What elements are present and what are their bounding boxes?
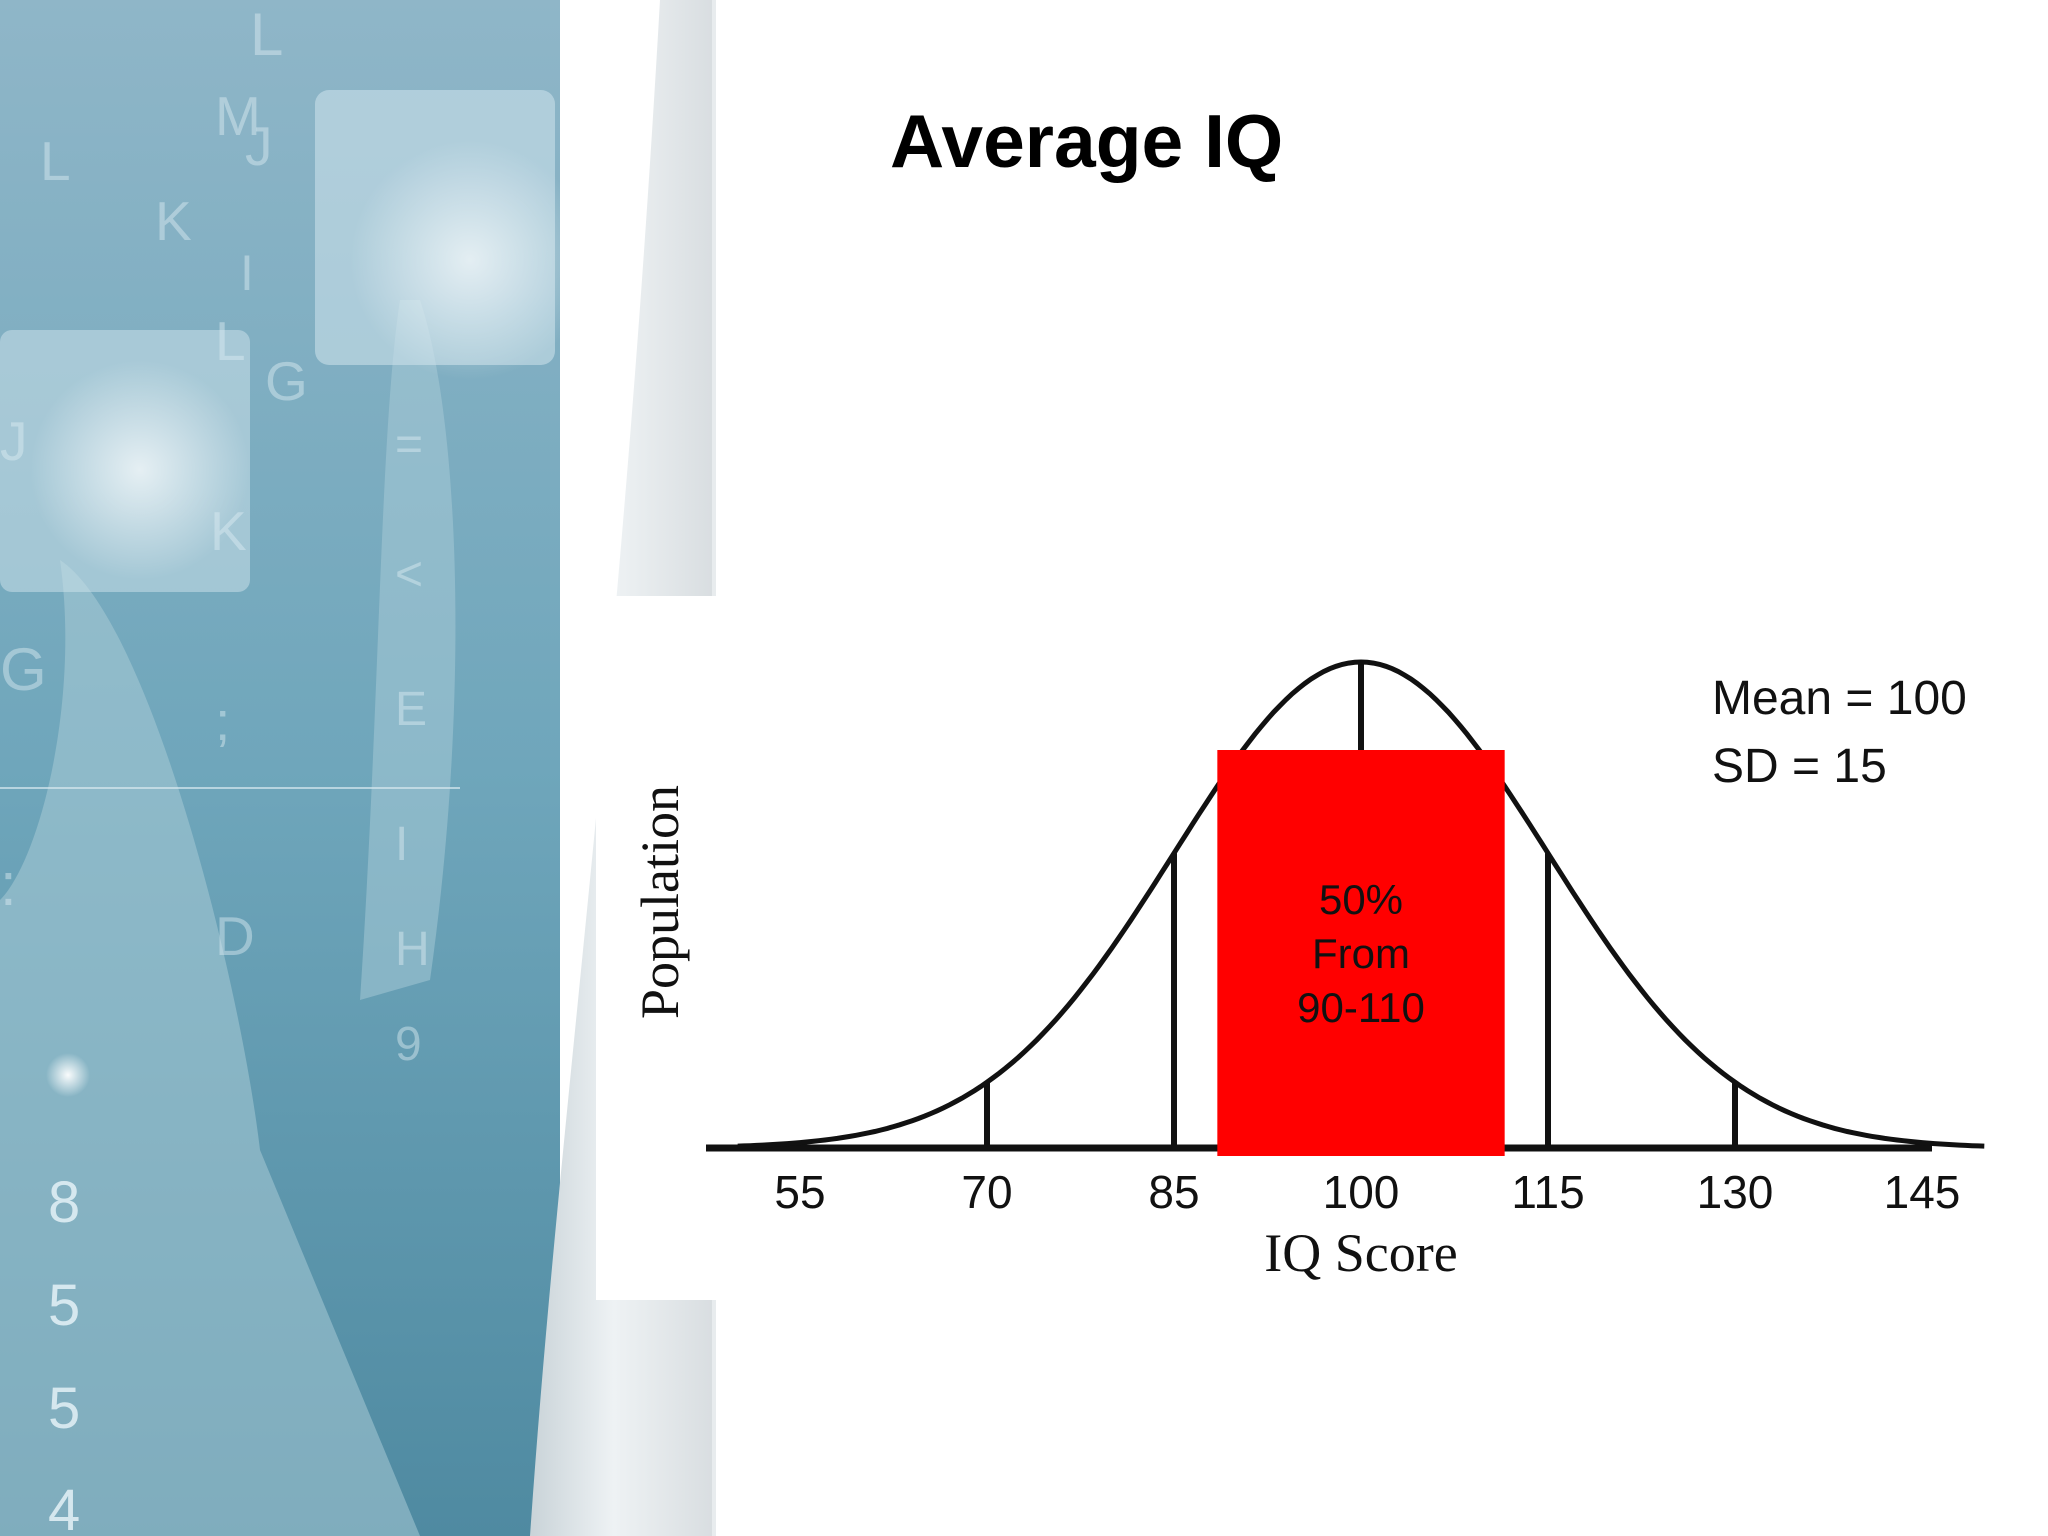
highlight-rect [1217, 750, 1505, 1156]
decor-glow-upper [350, 140, 590, 380]
decor-key-glyph: < [395, 548, 423, 601]
decor-key-glyph: : [0, 851, 17, 918]
highlight-label-line: 90-110 [1297, 984, 1425, 1031]
x-tick-label: 130 [1697, 1166, 1774, 1218]
decor-key-glyph: E [395, 683, 427, 736]
y-axis-title: Population [630, 785, 690, 1019]
decor-key-glyph: G [0, 636, 47, 703]
highlight-label-line: 50% [1319, 876, 1403, 923]
decor-finger-shape [360, 300, 456, 1000]
decor-key-glyph: G [265, 350, 308, 412]
highlight-label-line: From [1312, 930, 1410, 977]
bell-curve [737, 659, 1985, 1149]
x-tick-label: 115 [1511, 1166, 1584, 1218]
x-tick-label: 145 [1884, 1166, 1961, 1218]
x-tick-label: 100 [1323, 1166, 1400, 1218]
decor-key-glyph: = [395, 418, 423, 471]
decor-key-glyph: ; [215, 690, 230, 752]
x-tick-label: 55 [774, 1166, 825, 1218]
decor-hand-shape [0, 560, 420, 1536]
highlight-label: 50% From 90-110 [1297, 876, 1425, 1031]
sd-stat: SD = 15 [1712, 740, 1887, 793]
x-tick-label: 70 [961, 1166, 1012, 1218]
slide-title: Average IQ [890, 99, 1284, 183]
decor-key-glyph: I [395, 818, 408, 871]
decor-key-glyph: 8 [48, 1170, 80, 1235]
decor-key-glyph: J [0, 410, 28, 472]
decor-key-glyph: 9 [395, 1018, 422, 1071]
bell-curve-chart: 50% From 90-110 55 70 85 100 115 130 145 IQ Score P… [630, 659, 1985, 1283]
decor-glow-lower [30, 360, 250, 580]
decor-key-glyph: K [155, 190, 192, 252]
decor-key-glyph: M [215, 85, 261, 147]
decor-key-glyph: K [210, 500, 247, 562]
decor-key-glyph: 4 [48, 1478, 80, 1536]
decor-key-glyph: L [40, 130, 71, 192]
decor-key-glyph: D [215, 905, 255, 967]
x-tick-label: 85 [1148, 1166, 1199, 1218]
x-axis-title: IQ Score [1264, 1223, 1457, 1283]
decor-key-glyph: 5 [48, 1273, 80, 1338]
decor-key-glyph: 5 [48, 1376, 80, 1441]
decor-key-glyph: H [395, 923, 430, 976]
mean-stat: Mean = 100 [1712, 672, 1967, 725]
chart-panel: 50% From 90-110 55 70 85 100 115 130 145 IQ Score P… [596, 596, 2048, 1300]
decor-key-glyph: J [245, 115, 273, 177]
decor-key-glyph: I [240, 245, 254, 301]
decor-key-glyph: L [215, 310, 246, 372]
decor-light-dot [46, 1053, 90, 1097]
decor-key-glyph: L [250, 1, 283, 68]
